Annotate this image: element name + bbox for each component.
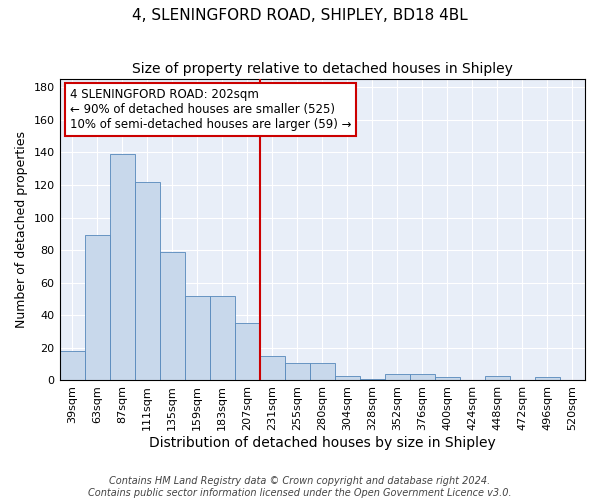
- Bar: [160, 252, 185, 380]
- Bar: [360, 379, 385, 380]
- Bar: [209, 296, 235, 380]
- Bar: [535, 377, 560, 380]
- Text: 4 SLENINGFORD ROAD: 202sqm
← 90% of detached houses are smaller (525)
10% of sem: 4 SLENINGFORD ROAD: 202sqm ← 90% of deta…: [70, 88, 352, 131]
- Title: Size of property relative to detached houses in Shipley: Size of property relative to detached ho…: [132, 62, 513, 76]
- X-axis label: Distribution of detached houses by size in Shipley: Distribution of detached houses by size …: [149, 436, 496, 450]
- Bar: [85, 236, 110, 380]
- Bar: [410, 374, 435, 380]
- Bar: [260, 356, 285, 380]
- Bar: [110, 154, 134, 380]
- Text: 4, SLENINGFORD ROAD, SHIPLEY, BD18 4BL: 4, SLENINGFORD ROAD, SHIPLEY, BD18 4BL: [132, 8, 468, 22]
- Bar: [335, 376, 360, 380]
- Bar: [285, 362, 310, 380]
- Bar: [59, 351, 85, 380]
- Text: Contains HM Land Registry data © Crown copyright and database right 2024.
Contai: Contains HM Land Registry data © Crown c…: [88, 476, 512, 498]
- Bar: [134, 182, 160, 380]
- Bar: [310, 362, 335, 380]
- Bar: [235, 324, 260, 380]
- Bar: [435, 377, 460, 380]
- Bar: [385, 374, 410, 380]
- Bar: [485, 376, 510, 380]
- Bar: [185, 296, 209, 380]
- Y-axis label: Number of detached properties: Number of detached properties: [15, 132, 28, 328]
